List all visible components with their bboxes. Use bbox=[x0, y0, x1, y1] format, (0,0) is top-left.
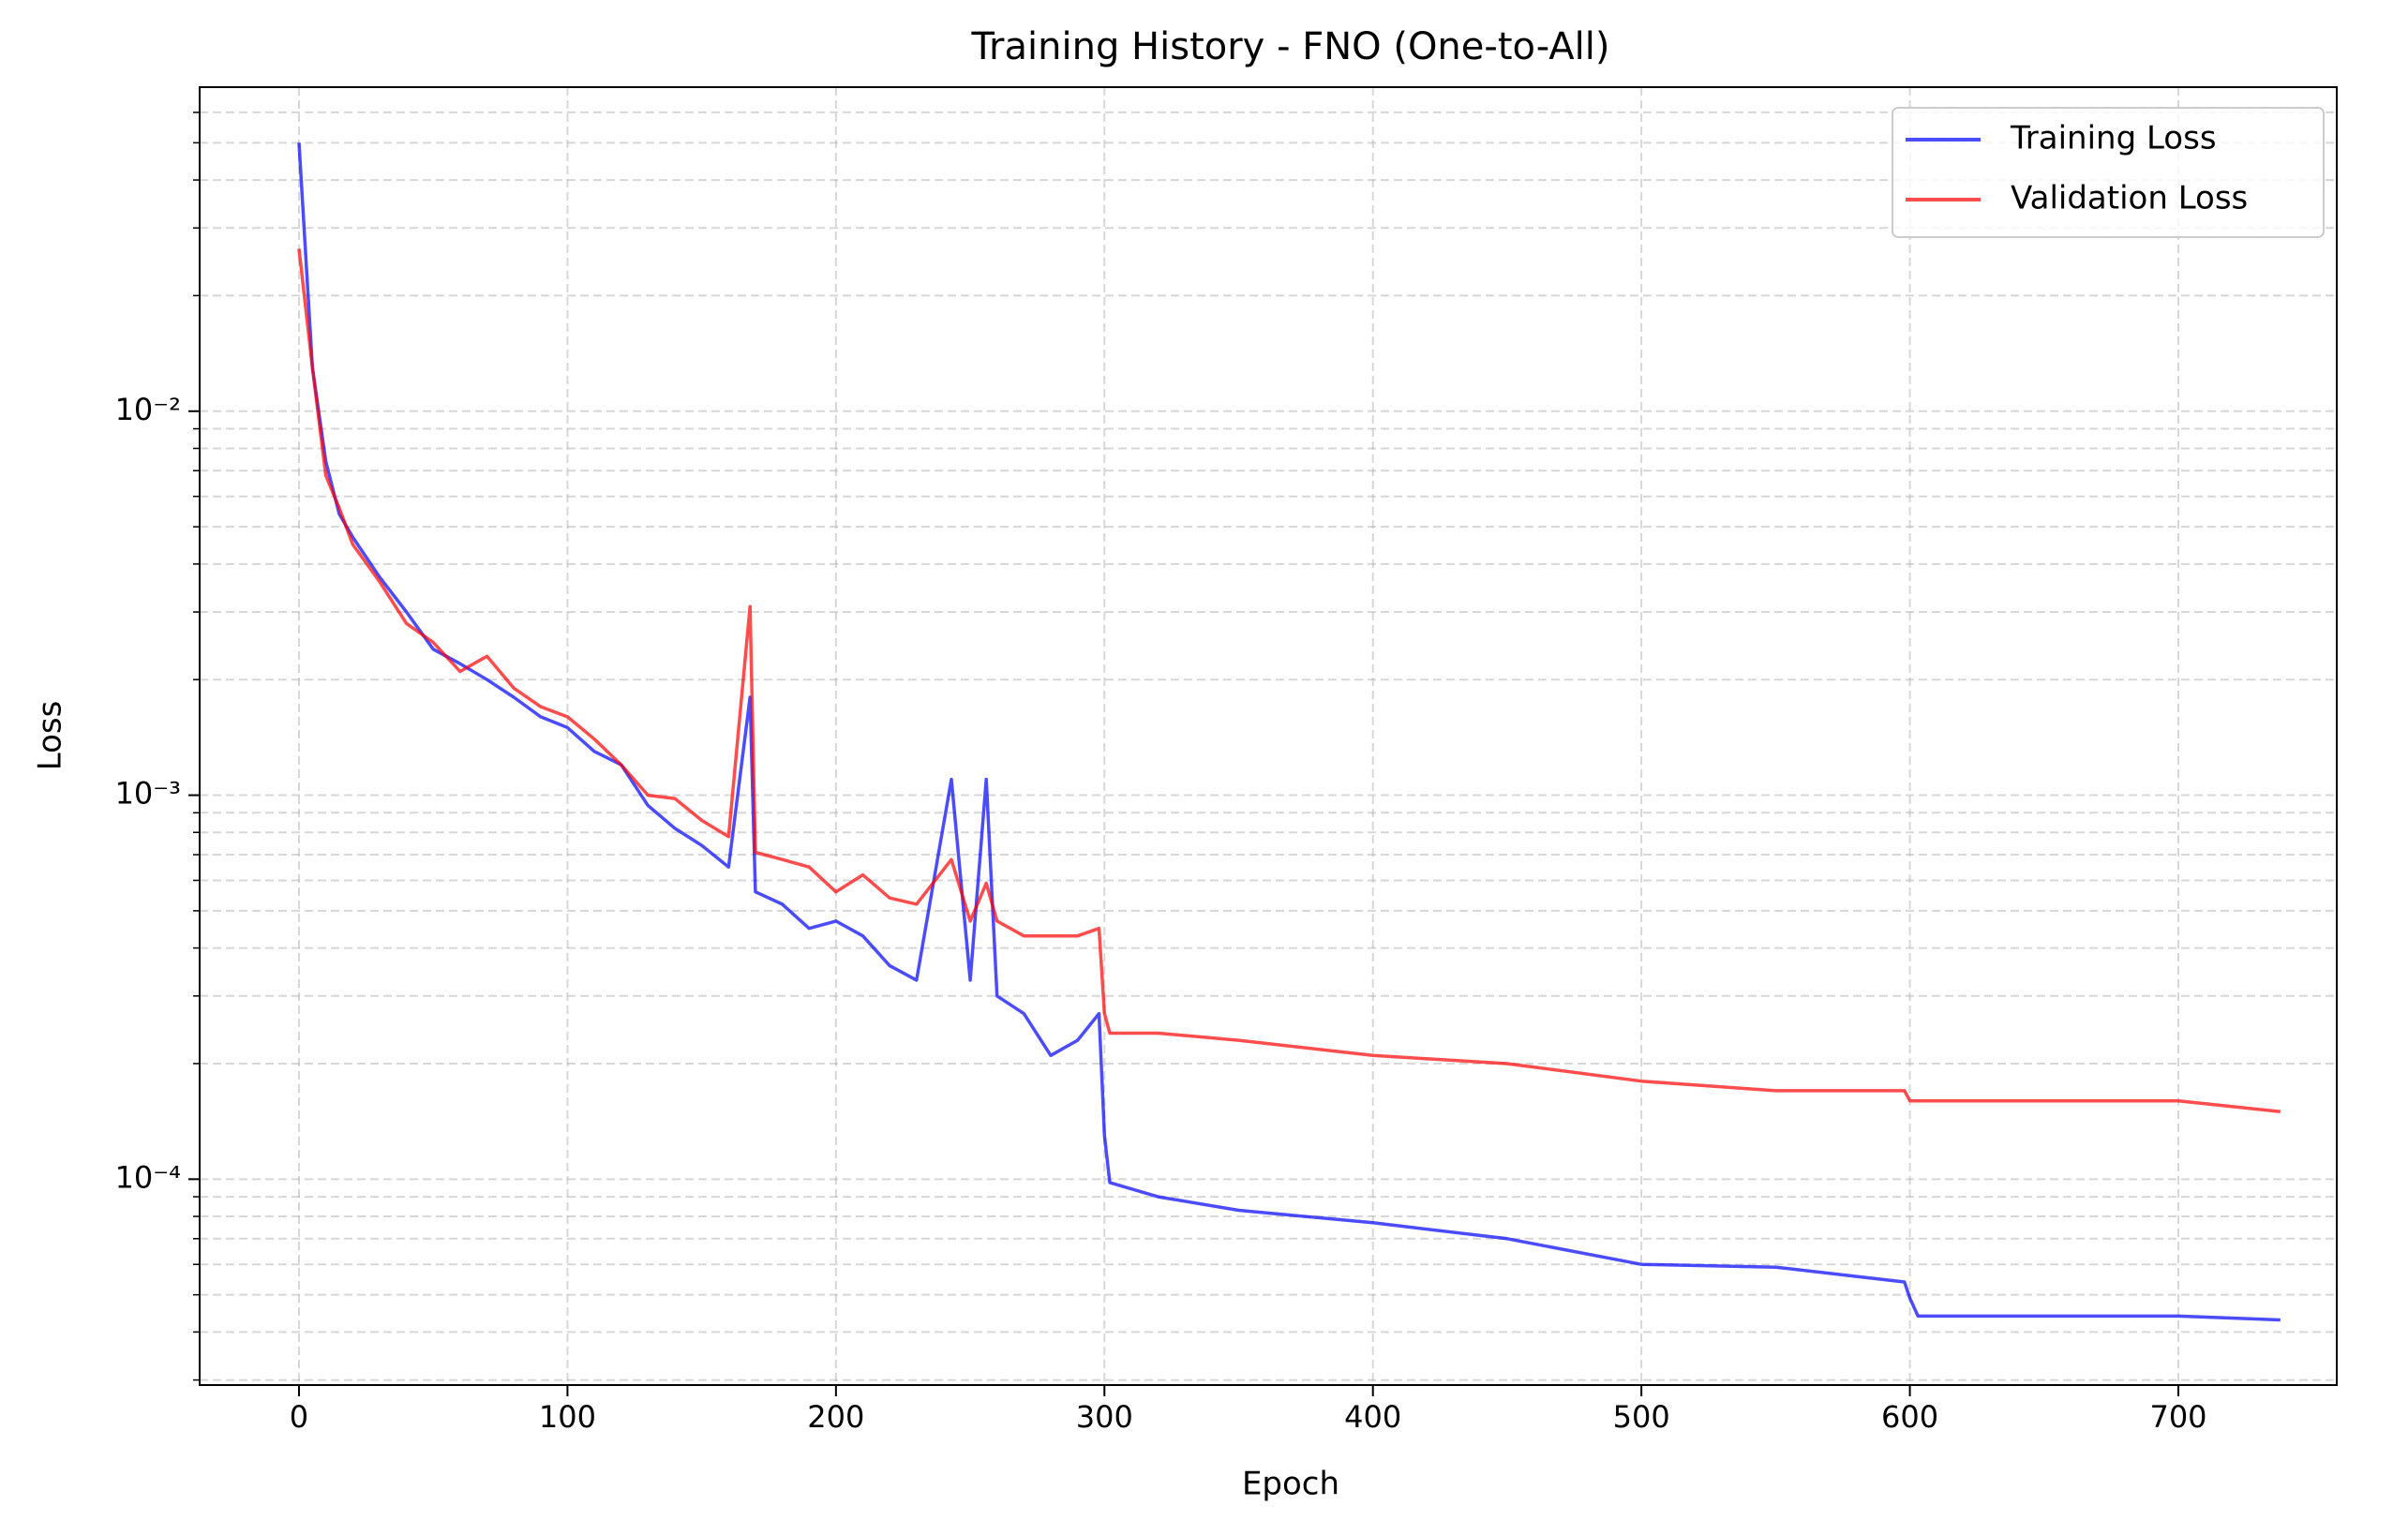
x-tick-label: 300 bbox=[1076, 1399, 1133, 1435]
x-tick-label: 600 bbox=[1881, 1399, 1938, 1435]
y-axis-label: Loss bbox=[32, 701, 69, 771]
chart-title: Training History - FNO (One-to-All) bbox=[971, 25, 1610, 68]
legend-box bbox=[1892, 107, 2325, 238]
legend-label: Validation Loss bbox=[2011, 180, 2248, 217]
x-tick-label: 0 bbox=[290, 1399, 308, 1435]
y-tick-label: 10⁻³ bbox=[115, 776, 181, 812]
series-line bbox=[297, 142, 2281, 1322]
y-tick-label: 10⁻² bbox=[115, 392, 181, 427]
y-tick-label: 10⁻⁴ bbox=[115, 1159, 181, 1195]
x-tick-label: 400 bbox=[1344, 1399, 1401, 1435]
x-tick-label: 500 bbox=[1613, 1399, 1670, 1435]
x-tick-label: 100 bbox=[539, 1399, 596, 1435]
x-tick-label: 700 bbox=[2149, 1399, 2206, 1435]
plot-frame bbox=[199, 86, 2338, 1386]
series-line bbox=[297, 248, 2281, 1113]
x-tick-label: 200 bbox=[807, 1399, 864, 1435]
x-axis-label: Epoch bbox=[1242, 1466, 1339, 1503]
legend: Training Loss Validation Loss bbox=[1892, 107, 2325, 238]
legend-label: Training Loss bbox=[2010, 120, 2217, 157]
